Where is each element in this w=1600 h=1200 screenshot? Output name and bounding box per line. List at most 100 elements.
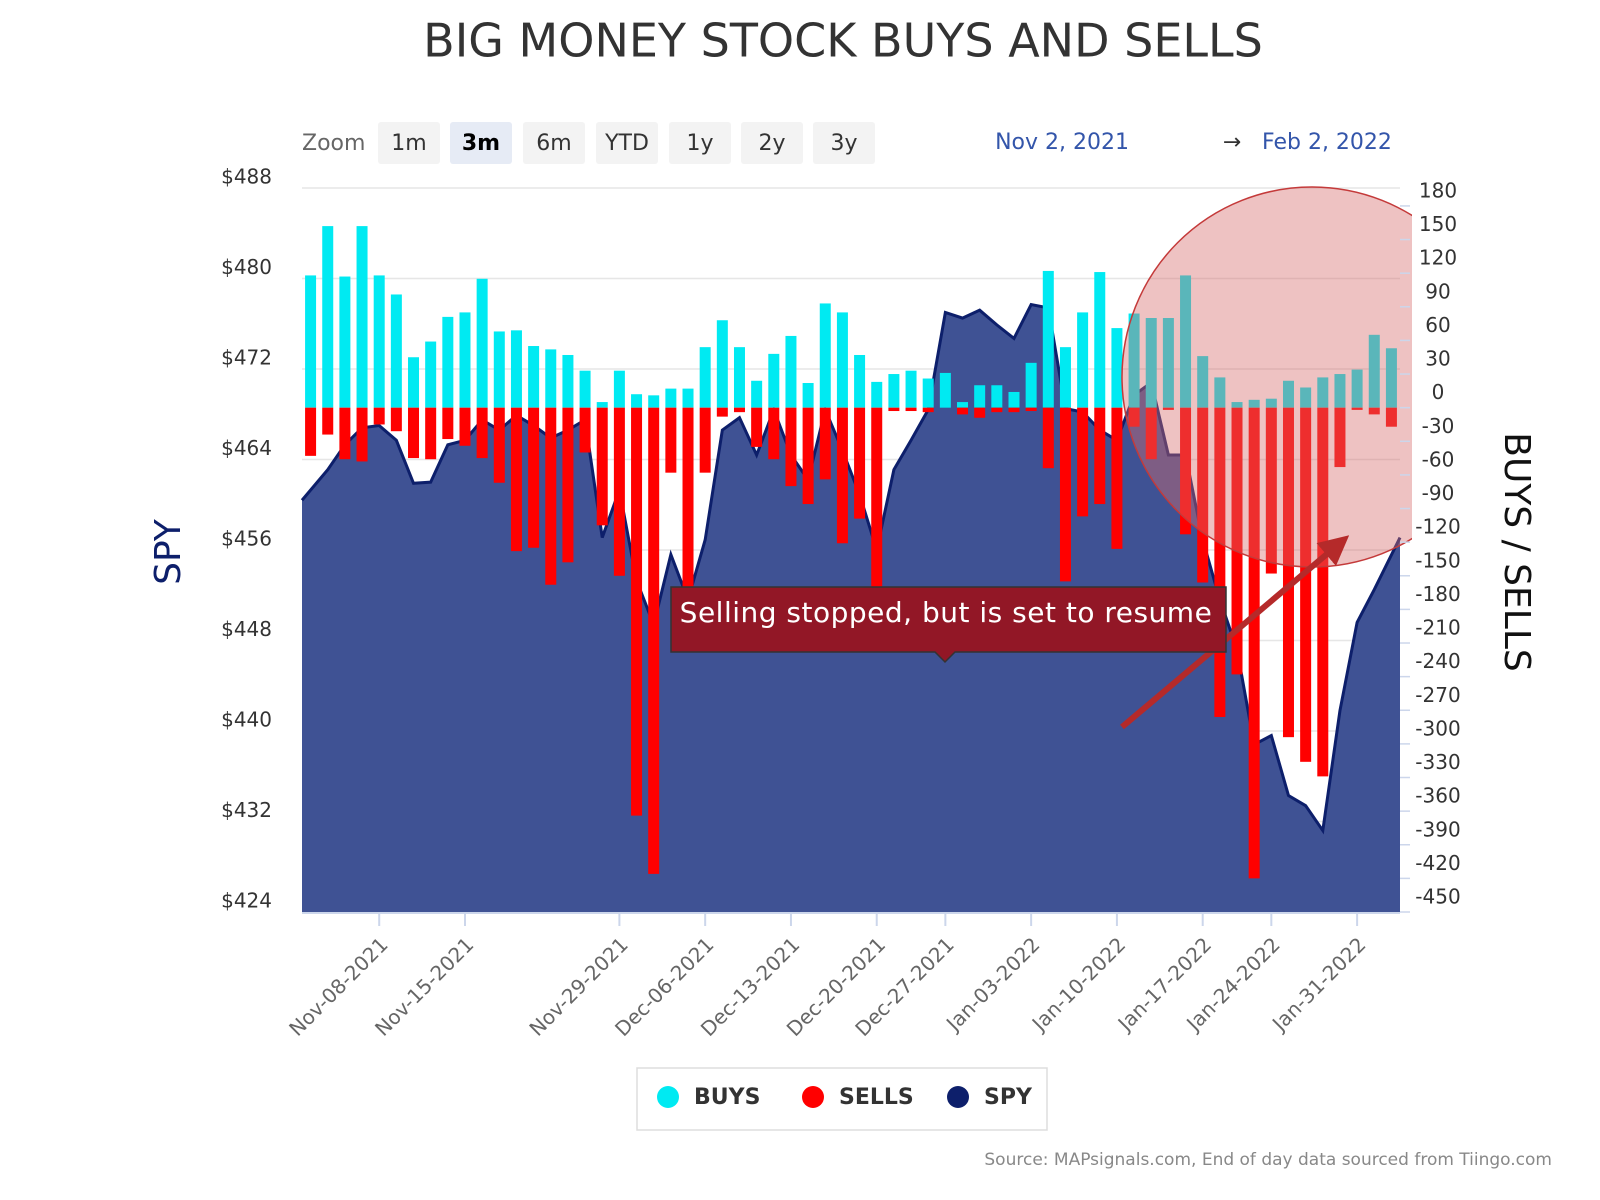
bar — [356, 407, 368, 462]
bar — [596, 402, 608, 408]
legend-swatch[interactable] — [947, 1086, 969, 1108]
zoom-button-label[interactable]: 6m — [536, 131, 571, 156]
y2-tick-label: 60 — [1425, 313, 1450, 337]
bar — [1317, 407, 1329, 777]
bar — [596, 407, 608, 526]
bar — [1162, 407, 1174, 410]
zoom-button-label[interactable]: 1m — [391, 131, 426, 156]
bar — [1214, 407, 1226, 717]
bar — [665, 407, 677, 473]
bar — [1385, 407, 1397, 427]
bar — [1162, 318, 1174, 408]
legend-label[interactable]: BUYS — [694, 1085, 760, 1110]
bar — [1231, 407, 1243, 675]
zoom-button[interactable] — [741, 122, 803, 164]
bar — [1317, 377, 1329, 408]
bar — [1111, 328, 1123, 408]
bar — [1265, 407, 1277, 574]
zoom-button-label[interactable]: 2y — [758, 131, 785, 156]
bar — [408, 407, 420, 459]
zoom-button[interactable] — [450, 122, 512, 164]
bar — [1042, 407, 1054, 469]
zoom-button[interactable] — [669, 122, 731, 164]
bar — [1128, 407, 1140, 427]
bar — [699, 347, 711, 408]
bar — [339, 407, 351, 460]
bar — [768, 353, 780, 408]
y2-tick-label: -150 — [1415, 548, 1460, 572]
bar — [322, 226, 334, 408]
zoom-button[interactable] — [596, 122, 658, 164]
bar — [1025, 407, 1037, 412]
bar — [1059, 407, 1071, 582]
legend-swatch[interactable] — [657, 1086, 679, 1108]
bar — [1334, 407, 1346, 468]
bar — [905, 370, 917, 408]
bar — [836, 312, 848, 408]
y2-tick-label: -90 — [1422, 481, 1455, 505]
bar — [957, 402, 969, 408]
legend-box — [636, 1067, 1048, 1131]
y2-tick-label: -60 — [1422, 447, 1455, 471]
y2-tick-label: 180 — [1419, 178, 1457, 202]
y-tick-label: $432 — [221, 798, 272, 822]
bar — [1231, 402, 1243, 408]
bar — [1094, 272, 1106, 408]
zoom-button-label[interactable]: YTD — [604, 131, 649, 156]
y2-tick-label: -330 — [1415, 750, 1460, 774]
bar — [1248, 399, 1260, 408]
zoom-button-label[interactable]: 3m — [462, 131, 500, 156]
bar — [493, 407, 505, 483]
legend-label[interactable]: SELLS — [839, 1085, 914, 1110]
bar — [888, 374, 900, 408]
bar — [373, 407, 385, 425]
legend-label[interactable]: SPY — [984, 1085, 1033, 1110]
bar — [1094, 407, 1106, 505]
bar — [802, 407, 814, 505]
bar — [631, 394, 643, 408]
bar — [1145, 407, 1157, 460]
legend-swatch[interactable] — [802, 1086, 824, 1108]
y2-axis-title: BUYS / SELLS — [1496, 432, 1537, 671]
bar — [768, 407, 780, 460]
bar — [1334, 374, 1346, 408]
bar — [528, 407, 540, 548]
bar — [1300, 407, 1312, 762]
bar — [1214, 377, 1226, 408]
bar — [1351, 369, 1363, 408]
annotation-arrow — [1120, 535, 1350, 730]
bar — [1008, 391, 1020, 408]
bar — [390, 407, 402, 432]
bar — [1025, 362, 1037, 408]
bar — [733, 347, 745, 408]
bar — [802, 383, 814, 408]
bar — [1197, 407, 1209, 583]
bar — [510, 330, 522, 408]
bar — [425, 407, 437, 460]
zoom-button[interactable] — [813, 122, 875, 164]
y2-tick-label: 150 — [1419, 212, 1457, 236]
bar — [836, 407, 848, 544]
zoom-label: Zoom — [302, 131, 365, 156]
chart-title: BIG MONEY STOCK BUYS AND SELLS — [423, 14, 1263, 68]
y2-tick-label: -300 — [1415, 716, 1460, 740]
bar — [751, 380, 763, 408]
y2-tick-label: -270 — [1415, 683, 1460, 707]
zoom-button-label[interactable]: 1y — [686, 131, 713, 156]
bar — [1128, 313, 1140, 408]
zoom-button[interactable] — [378, 122, 440, 164]
y2-tick-label: 30 — [1425, 347, 1450, 371]
bar — [819, 407, 831, 480]
bar — [1059, 347, 1071, 408]
bar — [305, 407, 317, 456]
y2-tick-label: -210 — [1415, 616, 1460, 640]
bar — [1368, 407, 1380, 415]
y2-tick-label: -30 — [1422, 414, 1455, 438]
zoom-button[interactable] — [523, 122, 585, 164]
bar — [665, 388, 677, 408]
bar — [562, 407, 574, 563]
bar — [922, 407, 934, 413]
zoom-button-label[interactable]: 3y — [830, 131, 857, 156]
y2-tick-label: -420 — [1415, 851, 1460, 875]
